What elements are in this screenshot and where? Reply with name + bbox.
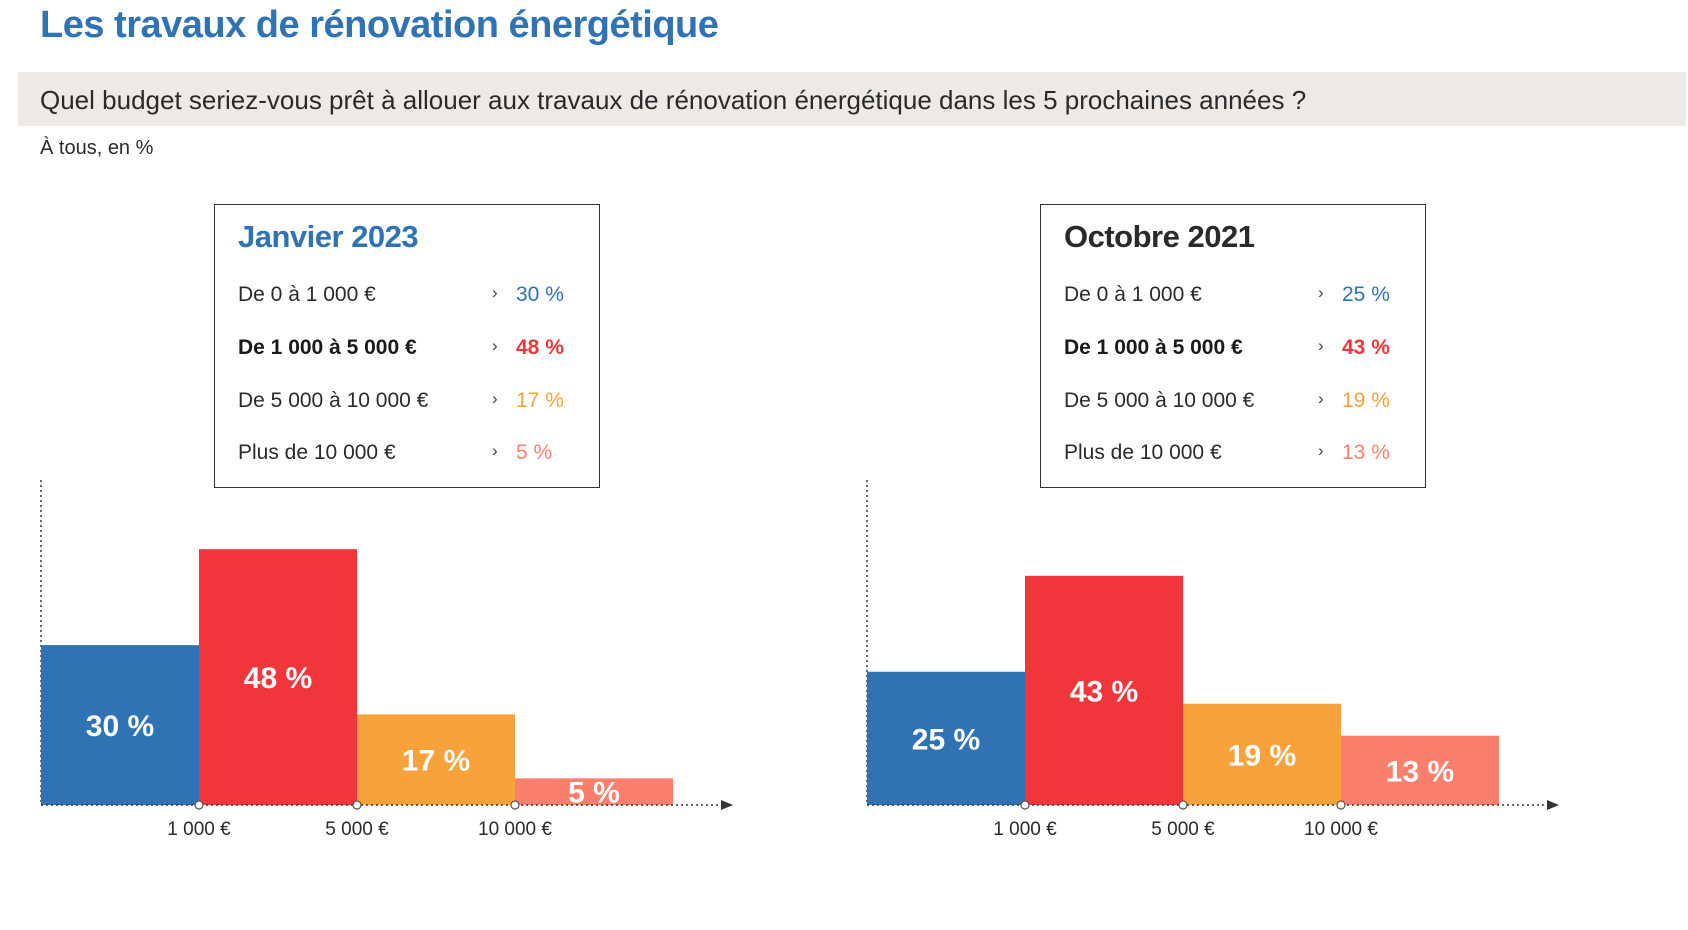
bar-chart: 25 % 43 % 19 % 13 % 1 000 € 5 000 € 10 000 € <box>866 480 1559 840</box>
tick-marker <box>510 800 520 810</box>
question-bar: Quel budget seriez-vous prêt à allouer a… <box>18 72 1686 126</box>
survey-question: Quel budget seriez-vous prêt à allouer a… <box>40 85 1307 115</box>
bar <box>41 645 199 805</box>
legend-label: De 0 à 1 000 € <box>1064 283 1202 306</box>
bar <box>1183 703 1341 805</box>
legend-label: De 5 000 à 10 000 € <box>1064 389 1255 412</box>
legend-row: Plus de 10 000 € › 13 % <box>1064 441 1394 471</box>
bar-value-label: 5 % <box>568 777 620 810</box>
x-tick-label: 1 000 € <box>993 819 1057 840</box>
legend-label: De 1 000 à 5 000 € <box>1064 336 1243 359</box>
legend-title: Octobre 2021 <box>1064 219 1255 254</box>
chart-panel-janvier-2023: Janvier 2023 De 0 à 1 000 € › 30 % De 1 … <box>0 0 840 930</box>
bar <box>199 549 357 805</box>
legend-row: De 0 à 1 000 € › 25 % <box>1064 283 1394 313</box>
chevron-right-icon: › <box>492 441 498 460</box>
legend-value: 30 % <box>516 283 564 306</box>
bar-value-label: 17 % <box>402 745 470 778</box>
legend-row: De 5 000 à 10 000 € › 19 % <box>1064 389 1394 419</box>
legend-value: 25 % <box>1342 283 1390 306</box>
survey-base: À tous, en % <box>40 137 154 159</box>
tick-marker <box>194 800 204 810</box>
bar-value-label: 19 % <box>1228 739 1296 772</box>
chevron-right-icon: › <box>1318 389 1324 408</box>
bar <box>357 714 515 805</box>
bar <box>515 778 673 805</box>
legend-label: De 1 000 à 5 000 € <box>238 336 417 359</box>
bar-value-label: 43 % <box>1070 675 1138 708</box>
legend-value: 17 % <box>516 389 564 412</box>
legend-box: Janvier 2023 De 0 à 1 000 € › 30 % De 1 … <box>214 204 600 488</box>
x-tick-label: 5 000 € <box>1151 819 1215 840</box>
legend-title: Janvier 2023 <box>238 219 419 254</box>
legend-row: De 1 000 à 5 000 € › 48 % <box>238 336 568 366</box>
page-title: Les travaux de rénovation énergétique <box>40 4 719 46</box>
tick-marker <box>352 800 362 810</box>
legend-label: De 5 000 à 10 000 € <box>238 389 429 412</box>
legend-value: 48 % <box>516 336 564 359</box>
legend-label: Plus de 10 000 € <box>238 441 396 464</box>
chevron-right-icon: › <box>492 283 498 302</box>
tick-marker <box>1178 800 1188 810</box>
legend-label: De 0 à 1 000 € <box>238 283 376 306</box>
legend-box: Octobre 2021 De 0 à 1 000 € › 25 % De 1 … <box>1040 204 1426 488</box>
legend-row: De 5 000 à 10 000 € › 17 % <box>238 389 568 419</box>
bar-chart: 30 % 48 % 17 % 5 % 1 000 € 5 000 € 10 000 € <box>40 480 733 840</box>
legend-row: Plus de 10 000 € › 5 % <box>238 441 568 471</box>
tick-marker <box>1020 800 1030 810</box>
x-tick-label: 10 000 € <box>478 819 552 840</box>
axis-arrow-icon <box>721 800 733 810</box>
legend-value: 5 % <box>516 441 553 464</box>
x-tick-label: 10 000 € <box>1304 819 1378 840</box>
bar-value-label: 30 % <box>86 710 154 743</box>
chevron-right-icon: › <box>492 389 498 408</box>
axis-arrow-icon <box>1547 800 1559 810</box>
bar-value-label: 13 % <box>1386 755 1454 788</box>
bar-value-label: 25 % <box>912 723 980 756</box>
chevron-right-icon: › <box>1318 441 1324 460</box>
chevron-right-icon: › <box>1318 283 1324 302</box>
x-tick-label: 5 000 € <box>325 819 389 840</box>
legend-value: 13 % <box>1342 441 1390 464</box>
legend-row: De 1 000 à 5 000 € › 43 % <box>1064 336 1394 366</box>
legend-label: Plus de 10 000 € <box>1064 441 1222 464</box>
chart-panel-octobre-2021: Octobre 2021 De 0 à 1 000 € › 25 % De 1 … <box>826 0 1666 930</box>
bar <box>1025 575 1183 805</box>
chevron-right-icon: › <box>1318 336 1324 355</box>
legend-value: 19 % <box>1342 389 1390 412</box>
tick-marker <box>1336 800 1346 810</box>
x-tick-label: 1 000 € <box>167 819 231 840</box>
legend-row: De 0 à 1 000 € › 30 % <box>238 283 568 313</box>
bar-value-label: 48 % <box>244 662 312 695</box>
chevron-right-icon: › <box>492 336 498 355</box>
bar <box>1341 735 1499 805</box>
legend-value: 43 % <box>1342 336 1390 359</box>
bar <box>867 671 1025 805</box>
